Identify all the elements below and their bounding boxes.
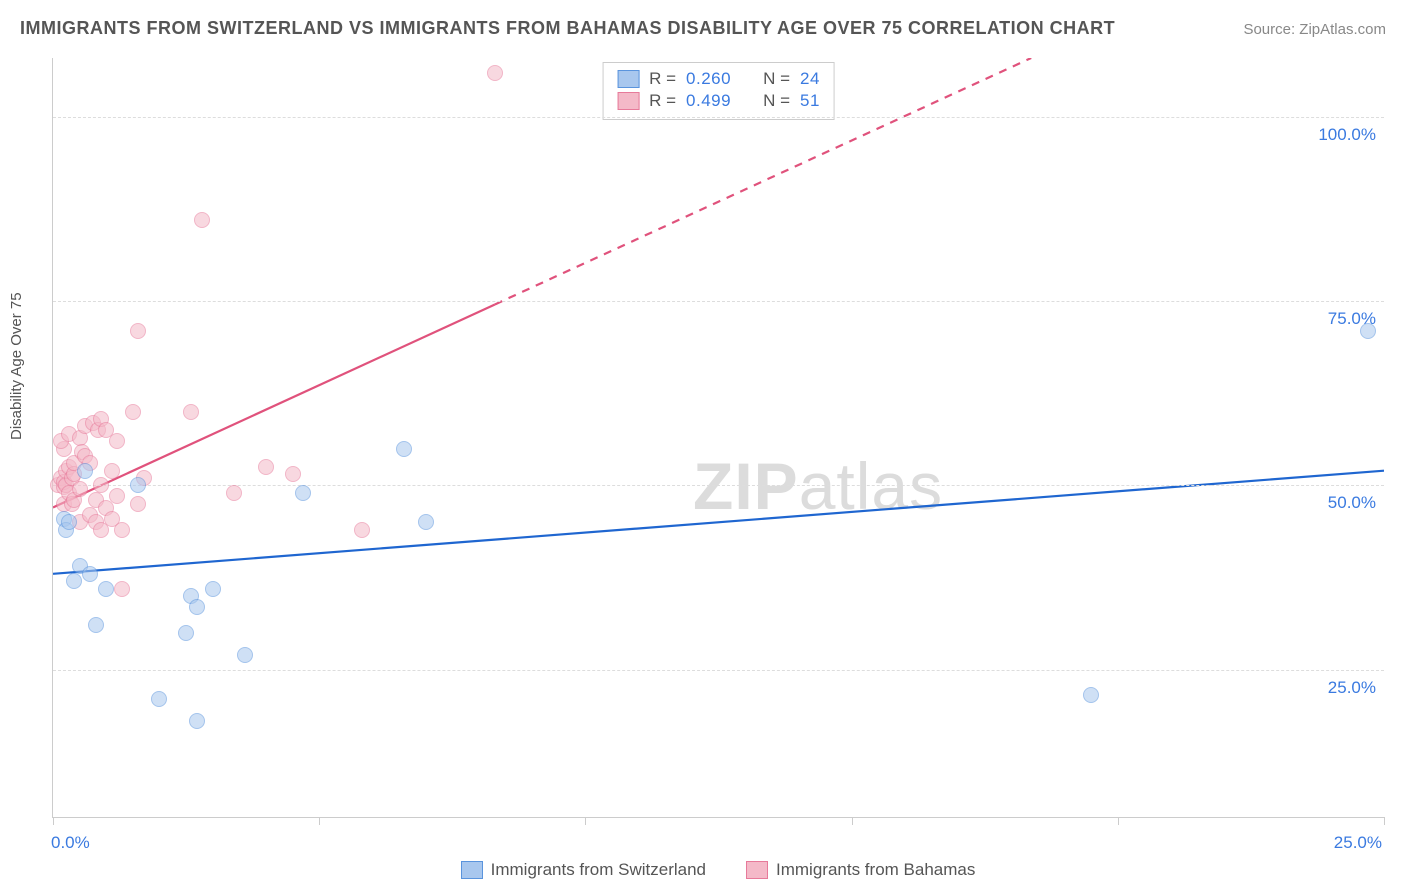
x-tick	[319, 817, 320, 825]
y-tick-label: 50.0%	[1328, 493, 1376, 513]
data-point-swiss	[98, 581, 114, 597]
data-point-bahamas	[487, 65, 503, 81]
data-point-bahamas	[258, 459, 274, 475]
n-label: N =	[763, 91, 790, 111]
data-point-bahamas	[285, 466, 301, 482]
data-point-bahamas	[130, 496, 146, 512]
data-point-bahamas	[109, 488, 125, 504]
x-tick	[852, 817, 853, 825]
data-point-bahamas	[114, 522, 130, 538]
x-tick-label: 0.0%	[51, 833, 90, 853]
gridline	[53, 301, 1384, 302]
data-point-bahamas	[354, 522, 370, 538]
r-value-bahamas: 0.499	[686, 91, 731, 111]
data-point-bahamas	[125, 404, 141, 420]
data-point-swiss	[151, 691, 167, 707]
data-point-swiss	[66, 573, 82, 589]
gridline	[53, 670, 1384, 671]
data-point-swiss	[1360, 323, 1376, 339]
y-tick-label: 100.0%	[1318, 125, 1376, 145]
x-tick	[53, 817, 54, 825]
chart-title: IMMIGRANTS FROM SWITZERLAND VS IMMIGRANT…	[20, 18, 1115, 39]
data-point-swiss	[237, 647, 253, 663]
swatch-swiss	[617, 70, 639, 88]
data-point-swiss	[189, 599, 205, 615]
trend-lines	[53, 58, 1384, 817]
data-point-swiss	[82, 566, 98, 582]
data-point-swiss	[295, 485, 311, 501]
swatch-bahamas	[617, 92, 639, 110]
x-tick-label: 25.0%	[1334, 833, 1382, 853]
data-point-swiss	[189, 713, 205, 729]
data-point-bahamas	[72, 481, 88, 497]
data-point-bahamas	[93, 477, 109, 493]
data-point-swiss	[88, 617, 104, 633]
data-point-swiss	[396, 441, 412, 457]
swatch-swiss	[461, 861, 483, 879]
correlation-legend: R = 0.260 N = 24 R = 0.499 N = 51	[602, 62, 835, 120]
series-legend: Immigrants from Switzerland Immigrants f…	[52, 860, 1384, 880]
data-point-bahamas	[114, 581, 130, 597]
data-point-bahamas	[183, 404, 199, 420]
n-value-swiss: 24	[800, 69, 820, 89]
data-point-swiss	[178, 625, 194, 641]
data-point-swiss	[61, 514, 77, 530]
gridline	[53, 485, 1384, 486]
plot-area: ZIPatlas R = 0.260 N = 24 R = 0.499 N = …	[52, 58, 1384, 818]
n-value-bahamas: 51	[800, 91, 820, 111]
r-label: R =	[649, 69, 676, 89]
data-point-bahamas	[194, 212, 210, 228]
corr-row-bahamas: R = 0.499 N = 51	[617, 91, 820, 111]
data-point-swiss	[418, 514, 434, 530]
n-label: N =	[763, 69, 790, 89]
r-label: R =	[649, 91, 676, 111]
x-tick	[1118, 817, 1119, 825]
y-tick-label: 25.0%	[1328, 678, 1376, 698]
data-point-swiss	[130, 477, 146, 493]
data-point-swiss	[77, 463, 93, 479]
source-label: Source: ZipAtlas.com	[1243, 21, 1386, 38]
legend-label-swiss: Immigrants from Switzerland	[491, 860, 706, 880]
corr-row-swiss: R = 0.260 N = 24	[617, 69, 820, 89]
gridline	[53, 117, 1384, 118]
data-point-bahamas	[104, 463, 120, 479]
data-point-swiss	[205, 581, 221, 597]
x-tick	[585, 817, 586, 825]
legend-label-bahamas: Immigrants from Bahamas	[776, 860, 975, 880]
data-point-bahamas	[109, 433, 125, 449]
legend-item-swiss: Immigrants from Switzerland	[461, 860, 706, 880]
data-point-bahamas	[226, 485, 242, 501]
x-tick	[1384, 817, 1385, 825]
swatch-bahamas	[746, 861, 768, 879]
legend-item-bahamas: Immigrants from Bahamas	[746, 860, 975, 880]
y-axis-label: Disability Age Over 75	[8, 292, 25, 440]
data-point-bahamas	[130, 323, 146, 339]
r-value-swiss: 0.260	[686, 69, 731, 89]
data-point-swiss	[1083, 687, 1099, 703]
